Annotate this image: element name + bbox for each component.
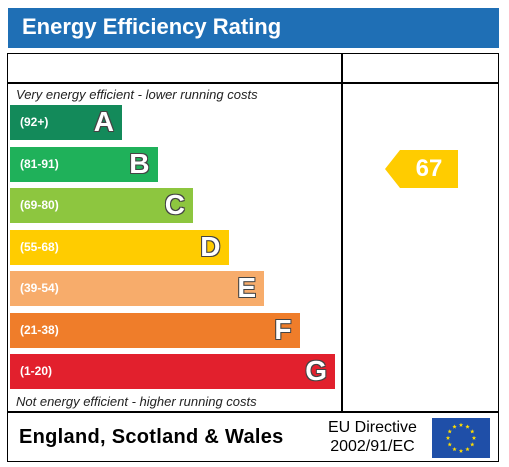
band-c: (69-80) C <box>10 188 193 223</box>
band-b: (81-91) B <box>10 146 158 182</box>
eu-flag-icon <box>432 418 490 458</box>
eu-star <box>470 442 475 447</box>
eu-star <box>447 429 452 434</box>
band-letter-label: C <box>164 189 185 220</box>
band-d: (55-68) D <box>10 229 229 265</box>
current-rating-value: 67 <box>415 155 443 182</box>
band-letter-label: D <box>200 230 221 262</box>
chart-frame <box>7 53 499 462</box>
caption-bottom: Not energy efficient - higher running co… <box>16 394 257 409</box>
footer-divider <box>7 411 499 413</box>
band-letter-label: G <box>305 355 327 386</box>
band-range-label: (39-54) <box>20 281 59 295</box>
eu-star <box>445 435 451 440</box>
directive-line2: 2002/91/EC <box>330 438 415 455</box>
band-letter-label: A <box>93 106 114 137</box>
header-divider <box>7 82 499 84</box>
footer-directive: EU Directive 2002/91/EC <box>328 418 417 456</box>
band-letter-label: E <box>237 272 256 303</box>
band-range-label: (92+) <box>20 115 49 129</box>
column-divider <box>341 53 343 411</box>
band-letter-label: F <box>274 313 292 345</box>
eu-star <box>465 424 470 429</box>
band-range-label: (21-38) <box>20 322 59 337</box>
eu-star <box>452 446 457 452</box>
current-rating-arrow-shape <box>385 150 458 188</box>
eu-star <box>458 422 464 427</box>
band-range-label: (1-20) <box>20 364 53 378</box>
eu-star <box>470 429 475 434</box>
chart-title: Energy Efficiency Rating <box>22 14 282 39</box>
band-a: (92+) A <box>10 105 122 140</box>
directive-line1: EU Directive <box>328 419 417 436</box>
eu-star <box>458 448 464 453</box>
eu-star <box>447 442 452 447</box>
eu-star <box>471 435 477 440</box>
band-letter-label: B <box>129 147 150 179</box>
title-bar: Energy Efficiency Rating <box>8 8 499 48</box>
band-range-label: (55-68) <box>20 239 59 254</box>
band-range-label: (69-80) <box>20 198 59 212</box>
current-rating-arrow: 67 <box>385 150 458 188</box>
footer-country: England, Scotland & Wales <box>19 426 284 448</box>
band-f: (21-38) F <box>10 312 300 348</box>
band-e: (39-54) E <box>10 271 264 306</box>
caption-top: Very energy efficient - lower running co… <box>16 87 258 102</box>
eu-star <box>465 446 470 452</box>
band-range-label: (81-91) <box>20 156 59 171</box>
eu-star <box>452 424 457 429</box>
band-g: (1-20) G <box>10 354 335 389</box>
